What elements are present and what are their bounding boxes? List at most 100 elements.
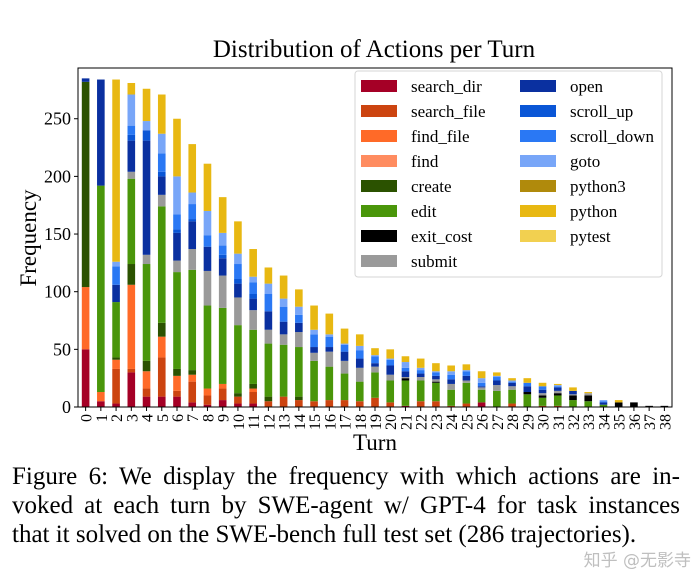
bar-python-turn-30 bbox=[538, 382, 547, 387]
bar-submit-turn-10 bbox=[234, 297, 242, 326]
legend-swatch-search_file bbox=[361, 105, 397, 117]
bar-python-turn-32 bbox=[569, 387, 577, 391]
bar-scroll_down-turn-12 bbox=[264, 294, 273, 312]
x-tick-label: 33 bbox=[581, 414, 598, 430]
bar-scroll_up-turn-11 bbox=[249, 294, 257, 299]
bar-scroll_down-turn-25 bbox=[462, 371, 471, 376]
x-tick-label: 18 bbox=[353, 414, 370, 430]
bar-open-turn-28 bbox=[508, 382, 516, 387]
bar-edit-turn-4 bbox=[142, 264, 151, 361]
bar-python-turn-29 bbox=[523, 378, 532, 383]
bar-python-turn-11 bbox=[249, 249, 257, 277]
bar-search_file-turn-2 bbox=[112, 368, 120, 404]
bar-edit-turn-26 bbox=[477, 389, 486, 403]
bar-open-turn-18 bbox=[355, 358, 364, 368]
bar-submit-turn-16 bbox=[325, 351, 334, 367]
bar-python-turn-12 bbox=[264, 267, 273, 284]
x-tick-label: 19 bbox=[368, 414, 385, 430]
x-tick-label: 14 bbox=[292, 414, 309, 430]
bar-exit_cost-turn-32 bbox=[569, 395, 577, 401]
bar-find_file-turn-7 bbox=[188, 374, 197, 382]
bar-create-turn-2 bbox=[112, 357, 120, 360]
legend-label-search_dir: search_dir bbox=[411, 77, 482, 96]
bar-scroll_down-turn-6 bbox=[173, 214, 181, 230]
bar-open-turn-23 bbox=[432, 375, 440, 380]
bar-python-turn-21 bbox=[401, 356, 410, 363]
bar-edit-turn-30 bbox=[538, 397, 547, 406]
bar-goto-turn-19 bbox=[371, 355, 379, 357]
bar-submit-turn-5 bbox=[157, 194, 166, 207]
bar-open-turn-15 bbox=[310, 347, 318, 353]
bar-edit-turn-19 bbox=[371, 372, 379, 398]
bar-scroll_down-turn-23 bbox=[432, 372, 440, 376]
x-tick-label: 28 bbox=[505, 414, 522, 430]
bar-scroll_down-turn-5 bbox=[157, 153, 166, 172]
bar-search_dir-turn-21 bbox=[401, 405, 410, 407]
bar-edit-turn-31 bbox=[553, 395, 562, 406]
bar-edit-turn-33 bbox=[584, 401, 593, 407]
bar-open-turn-12 bbox=[264, 311, 273, 330]
x-tick-label: 34 bbox=[596, 414, 613, 430]
bar-exit_cost-turn-37 bbox=[645, 405, 653, 407]
bar-find_file-turn-3 bbox=[127, 284, 136, 369]
bar-search_file-turn-13 bbox=[279, 396, 288, 407]
bar-search_file-turn-3 bbox=[127, 368, 136, 373]
bar-open-turn-14 bbox=[295, 322, 303, 333]
bar-scroll_down-turn-34 bbox=[599, 401, 608, 403]
bar-open-turn-25 bbox=[462, 375, 471, 381]
bar-goto-turn-5 bbox=[157, 133, 166, 154]
bar-submit-turn-14 bbox=[295, 332, 303, 348]
bar-submit-turn-13 bbox=[279, 334, 288, 345]
legend-swatch-submit bbox=[361, 255, 397, 267]
bar-scroll_down-turn-29 bbox=[523, 382, 532, 387]
bar-python-turn-8 bbox=[203, 163, 212, 211]
legend-swatch-find_file bbox=[361, 130, 397, 142]
legend-label-create: create bbox=[411, 177, 452, 196]
legend-swatch-search_dir bbox=[361, 80, 397, 92]
bar-python-turn-9 bbox=[218, 197, 227, 233]
bar-scroll_down-turn-18 bbox=[355, 350, 364, 359]
bar-open-turn-30 bbox=[538, 389, 547, 394]
bar-open-turn-31 bbox=[553, 387, 562, 391]
bar-search_file-turn-16 bbox=[325, 400, 334, 407]
bar-goto-turn-28 bbox=[508, 380, 516, 382]
x-tick-label: 30 bbox=[536, 414, 553, 430]
bar-submit-turn-20 bbox=[386, 374, 395, 381]
bar-python-turn-14 bbox=[295, 289, 303, 307]
bar-submit-turn-26 bbox=[477, 387, 486, 390]
bar-python-turn-24 bbox=[447, 365, 455, 372]
bar-goto-turn-16 bbox=[325, 334, 334, 337]
x-tick-label: 27 bbox=[490, 414, 507, 430]
bar-edit-turn-21 bbox=[401, 380, 410, 406]
bar-goto-turn-25 bbox=[462, 370, 471, 372]
legend-label-exit_cost: exit_cost bbox=[411, 227, 473, 246]
bar-open-turn-22 bbox=[416, 373, 425, 378]
bar-python-turn-10 bbox=[234, 221, 242, 254]
legend-swatch-goto bbox=[520, 155, 556, 167]
bar-create-turn-14 bbox=[295, 396, 303, 401]
x-tick-label: 29 bbox=[520, 414, 537, 430]
bar-search_file-turn-11 bbox=[249, 392, 257, 404]
bar-edit-turn-18 bbox=[355, 381, 364, 402]
x-tick-label: 20 bbox=[383, 414, 400, 430]
bar-find_file-turn-0 bbox=[81, 287, 90, 350]
bar-submit-turn-28 bbox=[508, 386, 516, 390]
bar-scroll_down-turn-2 bbox=[112, 266, 120, 285]
bar-submit-turn-18 bbox=[355, 367, 364, 382]
legend-swatch-scroll_down bbox=[520, 130, 556, 142]
bar-search_file-turn-30 bbox=[538, 405, 547, 407]
legend-swatch-open bbox=[520, 80, 556, 92]
bar-scroll_down-turn-16 bbox=[325, 336, 334, 348]
bar-exit_cost-turn-33 bbox=[584, 395, 593, 402]
bar-search_dir-turn-1 bbox=[97, 401, 105, 407]
bar-search_file-turn-28 bbox=[508, 403, 516, 407]
legend-swatch-find bbox=[361, 155, 397, 167]
bar-submit-turn-24 bbox=[447, 383, 455, 390]
bar-scroll_up-turn-10 bbox=[234, 279, 242, 284]
bar-search_file-turn-19 bbox=[371, 397, 379, 407]
bar-exit_cost-turn-29 bbox=[523, 392, 532, 395]
bar-python-turn-5 bbox=[157, 94, 166, 134]
bar-create-turn-3 bbox=[127, 264, 136, 285]
legend-swatch-exit_cost bbox=[361, 230, 397, 242]
bar-open-turn-27 bbox=[493, 380, 501, 386]
